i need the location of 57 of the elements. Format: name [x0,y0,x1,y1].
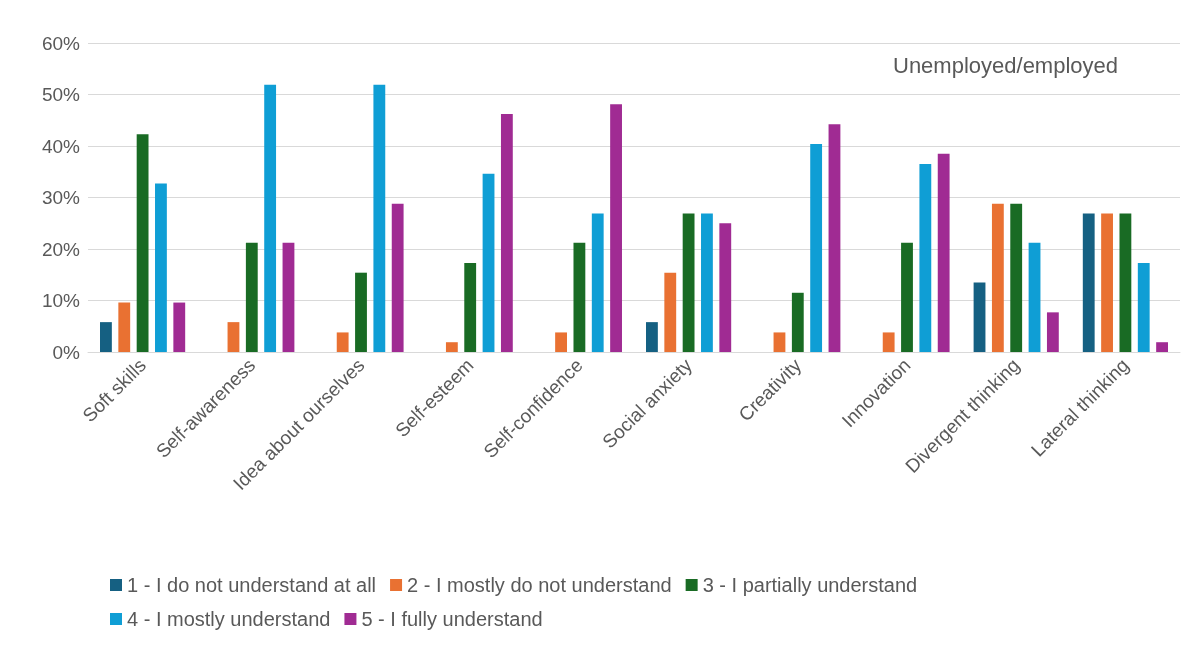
bar [155,183,167,352]
bar [610,104,622,352]
bar [919,164,932,352]
bar [773,332,786,352]
bar [682,213,695,352]
y-tick-label: 40% [41,135,81,157]
bar [445,342,458,352]
legend-label: 5 - I fully understand [361,608,543,630]
legend-label: 1 - I do not understand at all [127,574,377,596]
bar [282,242,295,352]
bar [100,322,112,352]
y-tick-label: 10% [41,290,81,311]
bar [719,223,732,352]
y-tick-label: 30% [41,187,81,208]
annotation: Unemployed/employed [893,52,1119,78]
bar [355,272,367,352]
bar [336,332,349,352]
bar [373,84,386,352]
bar [810,143,823,352]
bar [573,242,586,352]
bar [555,332,567,352]
bar [991,203,1004,352]
bar [1119,213,1132,352]
bar [1101,213,1113,352]
bar [482,173,495,352]
bar [1082,213,1095,352]
bar [1046,312,1059,352]
bar [500,114,513,352]
bar [264,84,277,352]
bar [1137,262,1150,352]
bar [173,302,186,352]
y-tick-label: 20% [41,238,81,260]
bar [245,242,258,352]
bar [973,282,986,352]
y-tick-label: 60% [41,32,81,54]
y-tick-label: 0% [52,341,81,363]
y-tick-label: 50% [41,84,81,105]
bar [646,322,658,352]
bar [227,322,240,352]
bar [664,272,677,352]
bar [901,242,913,352]
legend-label: 2 - I mostly do not understand [407,574,672,596]
bar [828,124,841,352]
bar [1028,242,1041,352]
bar [701,213,713,352]
bar [937,153,950,352]
bar [591,213,604,352]
bar [791,292,804,352]
bar [391,203,404,352]
bar [882,332,895,352]
legend-label: 4 - I mostly understand [127,608,331,630]
bar [1010,203,1023,352]
bar [1156,342,1168,352]
legend-label: 3 - I partially understand [702,574,918,596]
bar [464,262,477,352]
bar [118,302,131,352]
bar [136,134,149,352]
